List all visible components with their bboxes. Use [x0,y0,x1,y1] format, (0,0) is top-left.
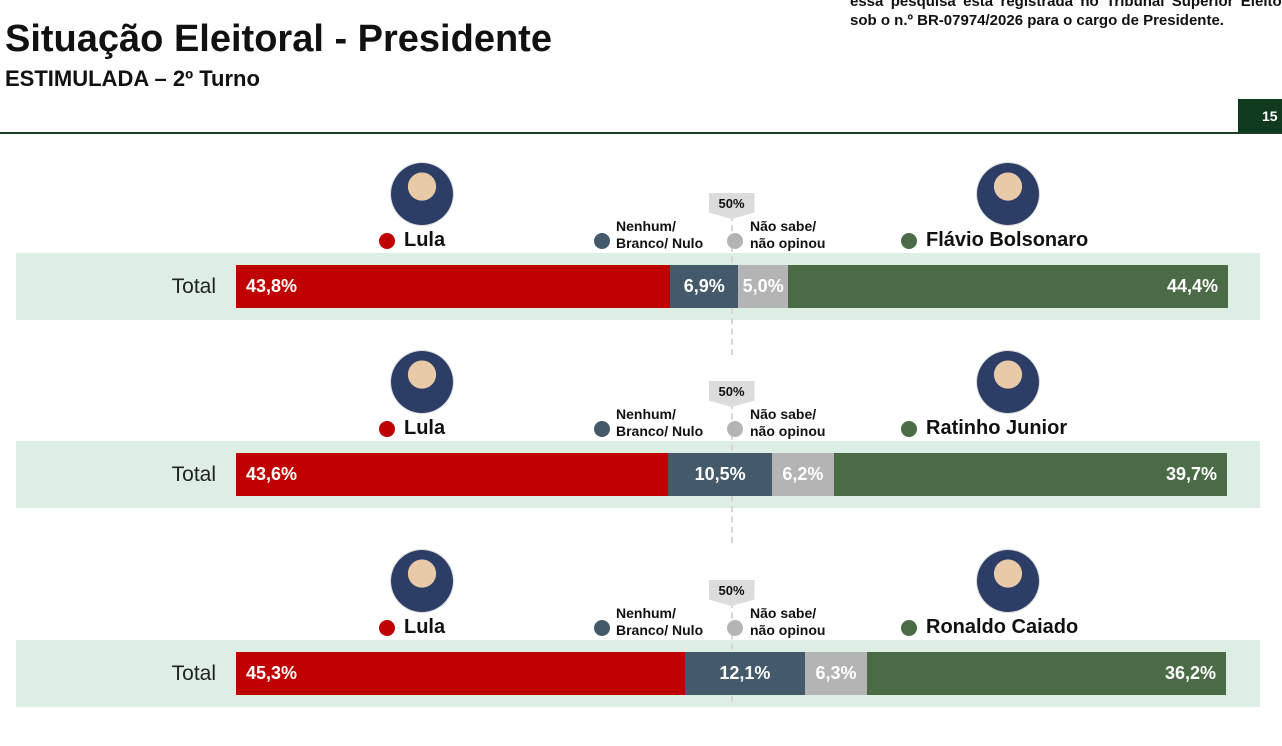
legend-marker [379,620,395,636]
value-label: 43,6% [246,464,298,484]
legend-marker [594,421,610,437]
legend-marker [594,620,610,636]
category-label: Total [171,662,216,685]
legend-marker [594,233,610,249]
legend-marker [727,620,743,636]
bar-segment [684,652,805,695]
bar-segment [804,652,868,695]
value-label: 43,8% [246,276,298,296]
legend-label: Lula [404,229,446,251]
legend-marker [901,233,917,249]
legend-label: Ronaldo Caiado [926,616,1079,638]
bar-segment [833,453,1227,496]
value-label: 6,2% [782,464,824,484]
bar-segment [670,265,739,308]
bar-segment [867,652,1226,695]
bar-segment [772,453,834,496]
subtitle: ESTIMULADA – 2º Turno [5,66,260,91]
candidate-photo [391,351,453,413]
candidate-photo [977,550,1039,612]
legend-marker [379,421,395,437]
legend-marker [727,233,743,249]
reference-label: 50% [708,580,755,606]
legend-label: Nenhum/ Branco/ Nulo [616,218,704,251]
value-label: 12,1% [719,663,771,683]
legend-label: Lula [404,417,446,439]
page-number: 15 [1238,99,1282,134]
legend-marker [901,421,917,437]
legend-label: Flávio Bolsonaro [926,229,1089,251]
candidate-photo [977,163,1039,225]
legend-label: Não sabe/ não opinou [750,406,826,439]
value-label: 5,0% [742,276,784,296]
bar-segment [668,453,773,496]
candidate-photo [977,351,1039,413]
legend-marker [379,233,395,249]
legend-label: Não sabe/ não opinou [750,218,826,251]
reference-label: 50% [708,381,755,407]
value-label: 45,3% [246,663,298,683]
legend-label: Ratinho Junior [926,417,1068,439]
value-label: 44,4% [1166,276,1218,296]
legend-label: Nenhum/ Branco/ Nulo [616,605,704,638]
legend-label: Lula [404,616,446,638]
category-label: Total [171,463,216,486]
reference-label: 50% [708,193,755,219]
bar-segment [236,652,685,695]
value-label: 6,3% [815,663,857,683]
value-label: 6,9% [683,276,725,296]
candidate-photo [391,550,453,612]
legend-label: Não sabe/ não opinou [750,605,826,638]
bar-segment [738,265,788,308]
legend-label: Nenhum/ Branco/ Nulo [616,406,704,439]
divider [0,132,1282,134]
legend-marker [901,620,917,636]
note: essa pesquisa está registrada no Tribuna… [850,0,1282,29]
value-label: 39,7% [1165,464,1217,484]
bar-segment [236,453,669,496]
value-label: 10,5% [694,464,746,484]
value-label: 36,2% [1164,663,1216,683]
bar-segment [236,265,671,308]
legend-marker [727,421,743,437]
candidate-photo [391,163,453,225]
category-label: Total [171,275,216,298]
bar-segment [787,265,1228,308]
title: Situação Eleitoral - Presidente [5,18,552,60]
